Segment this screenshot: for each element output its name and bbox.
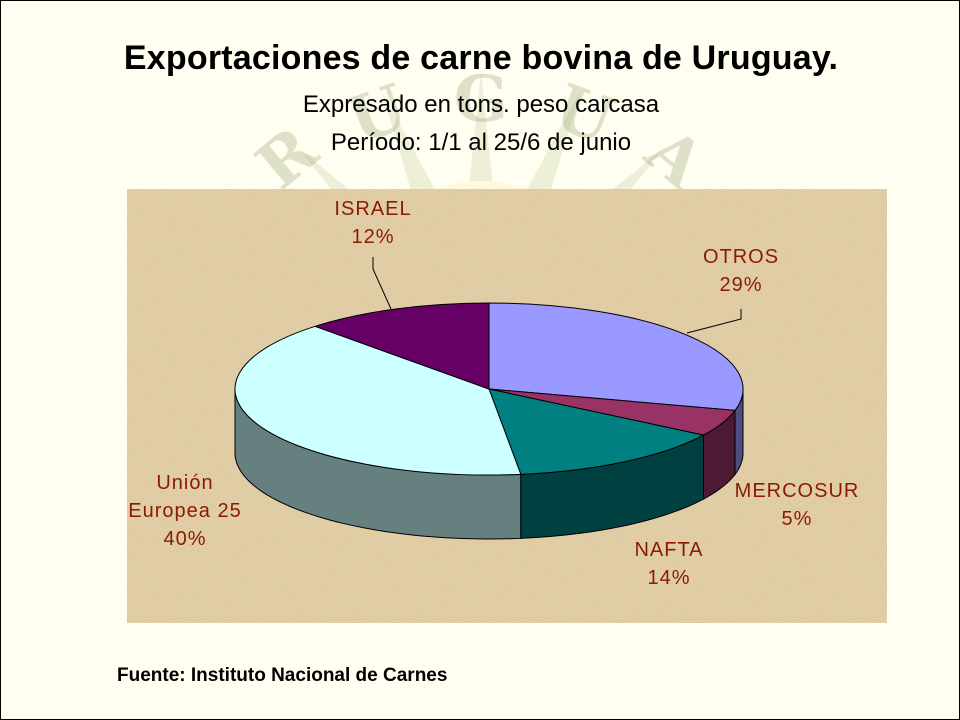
pie-slice-otros: [488, 302, 744, 411]
svg-text:G: G: [454, 62, 509, 137]
pie-label-pct-otros: 29%: [719, 274, 762, 296]
pie-label-name-uni-n-europea-25: Europea 25: [128, 500, 241, 522]
pie-label-pct-mercosur: 5%: [782, 508, 813, 530]
chart-subtitle-period: Período: 1/1 al 25/6 de junio: [330, 129, 632, 156]
leader-line-otros: [686, 309, 742, 334]
pie-label-nafta: NAFTA 14%: [634, 539, 703, 589]
pie-label-pct-israel: 12%: [351, 226, 394, 248]
chart-title: Exportaciones de carne bovina de Uruguay…: [123, 39, 839, 77]
pie-slice-nafta: [488, 388, 705, 475]
pie-label-name-mercosur: MERCOSUR: [735, 480, 860, 502]
source-note: Fuente: Instituto Nacional de Carnes: [117, 665, 448, 686]
leader-line-israel: [372, 257, 392, 310]
pie-slice-israel: [313, 302, 490, 390]
pie-slice-uni-n-europea-25: [234, 325, 522, 476]
pie-label-otros: OTROS 29%: [703, 246, 779, 296]
pie-label-uni-n-europea-25: Unión Europea 25 40%: [128, 472, 241, 550]
pie-label-name-uni-n-europea-25: Unión: [156, 472, 213, 494]
pie-label-name-israel: ISRAEL: [334, 198, 411, 220]
pie-label-israel: ISRAEL 12%: [334, 198, 411, 248]
chart-subtitle-unit: Expresado en tons. peso carcasa: [302, 91, 660, 118]
pie-label-name-nafta: NAFTA: [634, 539, 703, 561]
pie-label-mercosur: MERCOSUR 5%: [735, 480, 860, 530]
pie-label-pct-nafta: 14%: [647, 567, 690, 589]
pie-label-name-otros: OTROS: [703, 246, 779, 268]
pie-label-pct-uni-n-europea-25: 40%: [163, 528, 206, 550]
